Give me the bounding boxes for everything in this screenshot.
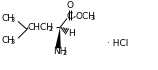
Text: NH: NH bbox=[53, 47, 67, 56]
Text: CH: CH bbox=[2, 36, 15, 45]
Text: CH: CH bbox=[2, 14, 15, 23]
Text: 3: 3 bbox=[11, 39, 15, 45]
Text: 2: 2 bbox=[63, 50, 67, 56]
Text: · HCl: · HCl bbox=[107, 39, 128, 48]
Text: H: H bbox=[68, 29, 75, 38]
Text: C: C bbox=[67, 12, 73, 21]
Text: O: O bbox=[67, 1, 74, 10]
Polygon shape bbox=[55, 27, 61, 48]
Text: OCH: OCH bbox=[76, 12, 96, 21]
Text: CHCH: CHCH bbox=[28, 23, 54, 32]
Text: 3: 3 bbox=[91, 15, 95, 21]
Text: 2: 2 bbox=[49, 26, 53, 32]
Text: 3: 3 bbox=[11, 17, 15, 23]
